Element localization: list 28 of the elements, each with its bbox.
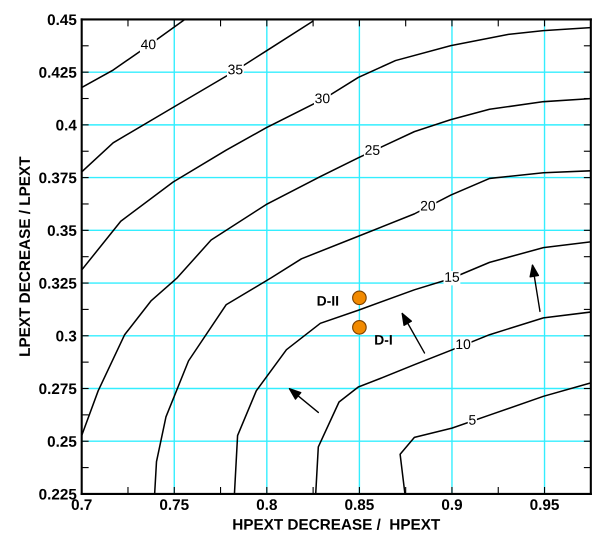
x-tick-label: 0.95 xyxy=(530,499,559,510)
y-tick-label: 0.375 xyxy=(39,172,76,184)
series-label: 5 xyxy=(469,415,476,425)
series-label: 10 xyxy=(456,339,470,350)
y-tick-label: 0.325 xyxy=(39,278,76,289)
x-tick-label: 0.7 xyxy=(72,499,92,510)
series-label: 25 xyxy=(365,145,380,155)
y-tick-label: 0.35 xyxy=(48,225,76,236)
y-tick-label: 0.3 xyxy=(56,330,76,342)
series-label: D-II xyxy=(318,296,338,306)
y-tick-label: 0.45 xyxy=(48,14,76,26)
y-axis-title: LPEXT DECREASE / LPEXT xyxy=(18,156,30,356)
series-label: D-I xyxy=(375,335,392,345)
legend-label: 40 xyxy=(140,39,156,50)
series-label: 20 xyxy=(420,200,436,211)
series-label: 30 xyxy=(315,93,330,104)
x-axis-title: HPEXT DECREASE / HPEXT xyxy=(233,518,440,530)
x-tick-label: 0.9 xyxy=(442,499,462,510)
series-label: 15 xyxy=(445,272,460,282)
y-tick-label: 0.4 xyxy=(56,120,77,131)
y-tick-label: 0.425 xyxy=(39,67,76,78)
y-tick-label: 0.225 xyxy=(39,488,76,500)
series-label: 35 xyxy=(228,64,242,74)
x-tick-label: 0.75 xyxy=(160,499,189,510)
x-tick-label: 0.8 xyxy=(256,499,277,510)
y-tick-label: 0.25 xyxy=(48,436,76,447)
x-tick-label: 0.85 xyxy=(345,499,374,510)
y-tick-label: 0.275 xyxy=(39,383,76,394)
